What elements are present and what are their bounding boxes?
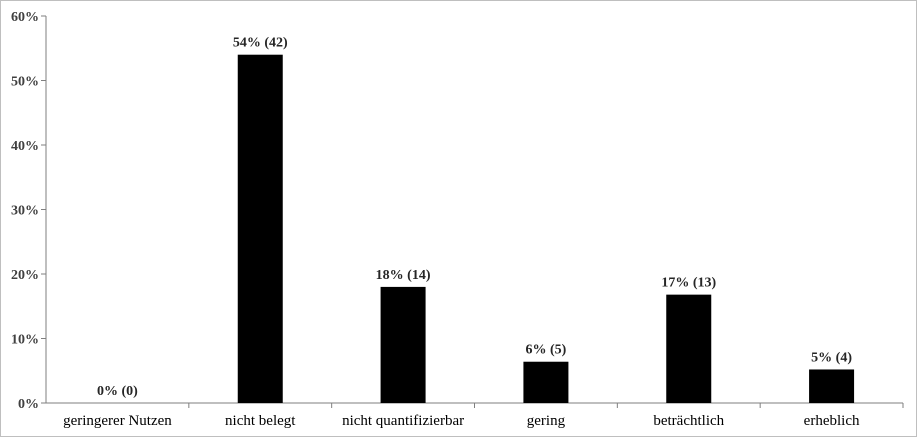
x-axis: geringerer Nutzen nicht belegt nicht quant… bbox=[46, 402, 904, 429]
bar bbox=[237, 54, 283, 403]
bar bbox=[523, 361, 569, 403]
y-tick-label: 30% bbox=[11, 204, 39, 219]
x-tick-label: gering bbox=[527, 413, 566, 429]
data-label: 0% (0) bbox=[97, 384, 138, 399]
y-axis: 0% 10% 20% 30% 40% 50% 60% bbox=[11, 10, 47, 412]
y-tick-label: 60% bbox=[11, 10, 39, 25]
y-tick-label: 50% bbox=[11, 75, 39, 90]
data-labels: 0% (0) 54% (42) 18% (14) 6% (5) 17% (13) 5% (… bbox=[97, 36, 852, 399]
data-label: 54% (42) bbox=[233, 36, 288, 51]
x-tick-label: beträchtlich bbox=[653, 413, 724, 429]
x-tick-label: erheblich bbox=[804, 413, 860, 429]
bars bbox=[237, 54, 855, 403]
y-tick-label: 10% bbox=[11, 333, 39, 348]
bar bbox=[809, 369, 855, 403]
data-label: 18% (14) bbox=[376, 268, 431, 283]
bar bbox=[380, 286, 426, 403]
x-tick-label: geringerer Nutzen bbox=[63, 413, 172, 429]
y-tick-label: 0% bbox=[18, 397, 39, 412]
y-tick-label: 40% bbox=[11, 139, 39, 154]
x-tick-label: nicht belegt bbox=[225, 413, 296, 429]
data-label: 17% (13) bbox=[661, 276, 716, 291]
data-label: 6% (5) bbox=[526, 343, 567, 358]
y-tick-label: 20% bbox=[11, 268, 39, 283]
x-tick-label: nicht quantifizierbar bbox=[342, 413, 464, 429]
data-label: 5% (4) bbox=[811, 350, 852, 365]
bar bbox=[666, 294, 712, 403]
